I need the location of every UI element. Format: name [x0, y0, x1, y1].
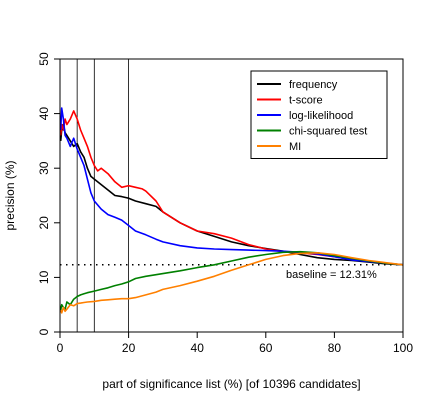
legend-label-2: log-likelihood [289, 110, 353, 122]
y-tick-label-5: 50 [37, 52, 51, 66]
y-tick-label-1: 10 [37, 270, 51, 284]
series-line-4 [59, 252, 404, 314]
y-tick-label-0: 0 [37, 328, 51, 335]
legend: frequency t-score log-likelihood chi-square… [250, 70, 388, 159]
x-tick-label-1: 20 [122, 341, 136, 355]
baseline-label: baseline = 12.31% [286, 269, 377, 281]
y-tick-label-2: 20 [37, 216, 51, 230]
plot-frame [59, 58, 404, 333]
axes: 0 20 40 60 80 100 0 10 20 30 40 50 [37, 52, 413, 355]
y-tick-label-3: 30 [37, 161, 51, 175]
series-line-0 [59, 123, 404, 266]
y-tick-label-4: 40 [37, 107, 51, 121]
x-axis-title: part of significance list (%) [of 10396 … [102, 377, 360, 391]
legend-label-1: t-score [289, 95, 323, 107]
x-tick-label-2: 40 [191, 341, 205, 355]
y-axis-title: precision (%) [3, 160, 17, 230]
x-tick-label-4: 80 [328, 341, 342, 355]
series-line-3 [59, 250, 404, 311]
x-tick-label-3: 60 [259, 341, 273, 355]
legend-label-4: MI [289, 141, 301, 153]
x-tick-label-5: 100 [393, 341, 413, 355]
x-tick-label-0: 0 [57, 341, 64, 355]
legend-label-0: frequency [289, 79, 338, 91]
legend-label-3: chi-squared test [289, 126, 367, 138]
plot-area [59, 59, 404, 332]
